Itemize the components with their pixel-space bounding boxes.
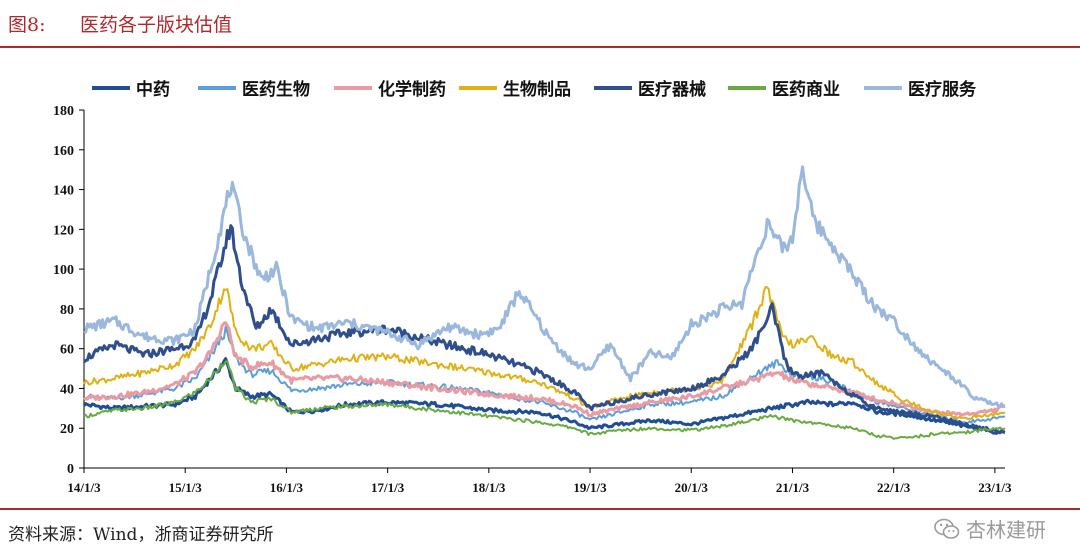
- y-tick-label: 20: [60, 422, 74, 437]
- legend-label: 化学制药: [378, 79, 446, 100]
- x-tick-label: 20/1/3: [675, 480, 709, 495]
- series-line: [83, 286, 1006, 420]
- y-tick-label: 0: [67, 462, 74, 477]
- figure-title: 医药各子版块估值: [80, 14, 233, 36]
- x-tick-label: 21/1/3: [776, 480, 810, 495]
- x-tick-label: 16/1/3: [270, 480, 304, 495]
- y-tick-label: 60: [60, 343, 74, 358]
- figure-footer: 资料来源：Wind，浙商证券研究所 杏林建研: [0, 508, 1080, 556]
- series-line: [83, 165, 1006, 409]
- source-note: 资料来源：Wind，浙商证券研究所: [8, 525, 274, 545]
- y-tick-label: 80: [60, 303, 74, 318]
- watermark: 杏林建研: [934, 514, 1046, 543]
- figure-header: 图8: 医药各子版块估值: [0, 0, 1080, 48]
- y-tick-label: 100: [53, 263, 74, 278]
- y-tick-label: 160: [53, 144, 74, 159]
- y-tick-label: 140: [53, 184, 74, 199]
- series-line: [83, 224, 1006, 435]
- x-tick-label: 19/1/3: [573, 480, 607, 495]
- x-tick-label: 18/1/3: [472, 480, 506, 495]
- x-tick-label: 17/1/3: [371, 480, 405, 495]
- line-chart: 0 20 40 60 80 100 120 140 160 180 14/1/3 15/1/3 16/1…: [53, 79, 1012, 495]
- y-tick-label: 120: [53, 223, 74, 238]
- x-tick-label: 14/1/3: [67, 480, 101, 495]
- y-tick-label: 40: [60, 382, 74, 397]
- x-tick-label: 23/1/3: [978, 480, 1012, 495]
- series-line: [83, 360, 1006, 440]
- y-tick-label: 180: [53, 104, 74, 119]
- legend-label: 中药: [136, 79, 170, 100]
- legend-label: 医疗器械: [638, 79, 706, 100]
- series-line: [82, 357, 1006, 435]
- wechat-icon: [934, 518, 960, 539]
- legend-label: 医药商业: [772, 79, 840, 100]
- watermark-text: 杏林建研: [966, 518, 1046, 542]
- legend-label: 生物制品: [503, 79, 571, 100]
- x-tick-label: 22/1/3: [877, 480, 911, 495]
- x-tick-label: 15/1/3: [169, 480, 203, 495]
- legend-label: 医疗服务: [908, 79, 977, 100]
- figure-number: 图8:: [8, 14, 46, 36]
- legend-label: 医药生物: [242, 79, 310, 100]
